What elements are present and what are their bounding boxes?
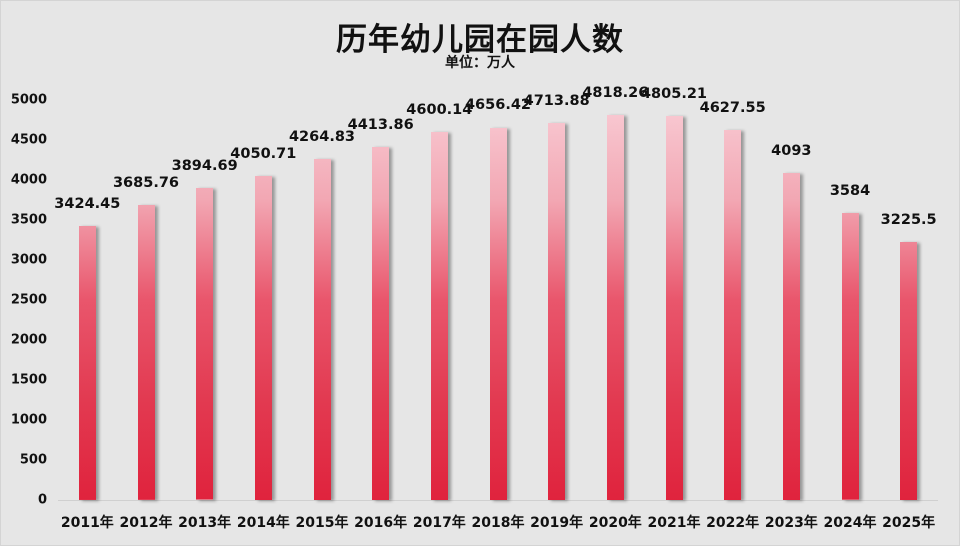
x-tick-label: 2022年 xyxy=(706,515,760,531)
y-tick-label: 2000 xyxy=(10,332,47,348)
bar xyxy=(782,172,800,500)
bar xyxy=(372,146,390,500)
bar-value-label: 3225.5 xyxy=(880,211,937,228)
y-tick-label: 2500 xyxy=(10,292,47,308)
bar xyxy=(196,188,214,500)
bar-value-label: 3894.69 xyxy=(171,158,238,175)
x-tick-label: 2011年 xyxy=(60,515,114,531)
bar xyxy=(78,226,96,500)
bar xyxy=(137,205,155,500)
x-tick-label: 2020年 xyxy=(588,515,642,531)
y-tick-label: 5000 xyxy=(10,92,47,108)
x-tick-label: 2025年 xyxy=(882,515,936,531)
bar xyxy=(254,175,272,500)
chart-title: 历年幼儿园在园人数 xyxy=(336,22,624,58)
bar-value-label: 3584 xyxy=(829,183,871,200)
x-axis-line xyxy=(58,500,938,501)
y-tick-label: 4000 xyxy=(10,172,47,188)
bar xyxy=(724,129,742,500)
x-tick-label: 2014年 xyxy=(236,515,290,531)
bar-value-label: 4805.21 xyxy=(640,85,708,102)
x-tick-label: 2016年 xyxy=(354,515,408,531)
y-tick-label: 0 xyxy=(37,492,47,508)
y-tick-label: 4500 xyxy=(10,132,47,148)
bar xyxy=(489,127,507,500)
bar-value-label: 4413.86 xyxy=(347,116,414,133)
bar xyxy=(665,115,683,500)
bar-value-label: 3685.76 xyxy=(112,175,180,192)
x-tick-label: 2013年 xyxy=(178,515,232,531)
x-tick-label: 2012年 xyxy=(119,515,173,531)
bar-value-label: 4627.55 xyxy=(699,99,766,116)
bar-value-label: 4713.88 xyxy=(523,92,590,109)
bar-value-label: 4264.83 xyxy=(288,128,356,145)
x-tick-label: 2023年 xyxy=(764,515,818,531)
y-tick-label: 3500 xyxy=(10,212,47,228)
bar-value-label: 4050.71 xyxy=(230,145,297,162)
bar-value-label: 4600.14 xyxy=(406,101,473,118)
y-tick-label: 3000 xyxy=(10,252,47,268)
y-tick-label: 500 xyxy=(19,452,47,468)
bar-value-label: 3424.45 xyxy=(54,196,121,213)
plot-area xyxy=(58,100,938,501)
x-tick-label: 2017年 xyxy=(412,515,466,531)
x-tick-label: 2018年 xyxy=(471,515,525,531)
x-tick-label: 2015年 xyxy=(295,515,349,531)
bar-value-label: 4093 xyxy=(771,142,812,159)
y-tick-label: 1000 xyxy=(10,412,47,428)
bar xyxy=(313,158,331,500)
bar xyxy=(900,241,918,500)
bar-value-label: 4818.26 xyxy=(582,84,649,101)
x-tick-label: 2019年 xyxy=(530,515,584,531)
bar xyxy=(606,114,624,500)
bar xyxy=(548,122,566,500)
bar-value-label: 4656.42 xyxy=(464,97,532,114)
x-tick-label: 2024年 xyxy=(823,515,877,531)
bar xyxy=(430,132,448,500)
y-tick-label: 1500 xyxy=(10,372,47,388)
x-tick-label: 2021年 xyxy=(647,515,701,531)
chart-subtitle: 单位：万人 xyxy=(445,55,515,71)
bar xyxy=(841,213,859,500)
